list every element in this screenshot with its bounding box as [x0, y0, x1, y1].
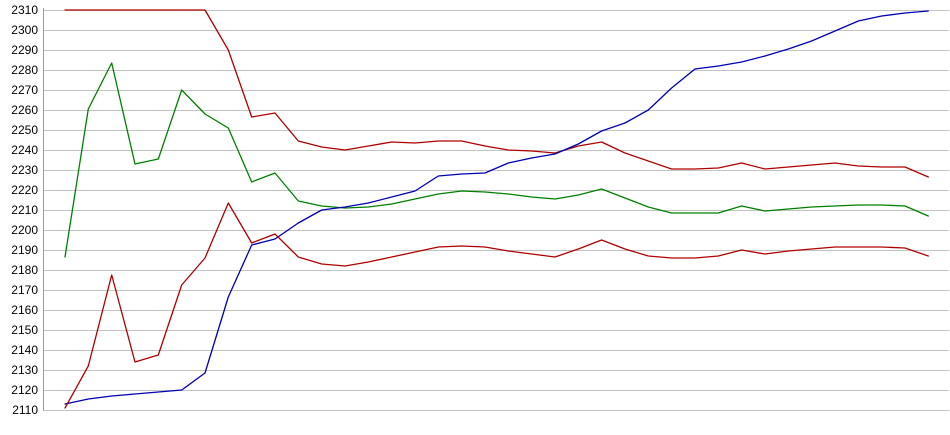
- y-tick-label: 2300: [11, 23, 38, 37]
- y-tick-label: 2110: [12, 403, 38, 417]
- y-tick-label: 2270: [11, 83, 38, 97]
- y-tick-label: 2240: [11, 143, 38, 157]
- gridlines: [43, 10, 949, 411]
- y-tick-label: 2160: [11, 303, 38, 317]
- y-tick-label: 2210: [11, 203, 38, 217]
- y-tick-label: 2230: [11, 163, 38, 177]
- series-lower-red-band: [64, 202, 929, 409]
- y-tick-label: 2290: [11, 43, 38, 57]
- y-tick-label: 2250: [11, 123, 38, 137]
- y-axis-labels: 2310 2300 2290 2280 2270 2260 2250 2240 2230 2220…: [11, 3, 38, 417]
- series-green-line: [64, 62, 929, 258]
- y-tick-label: 2200: [11, 223, 38, 237]
- y-tick-label: 2170: [11, 283, 38, 297]
- y-tick-label: 2260: [11, 103, 38, 117]
- y-tick-label: 2310: [11, 3, 38, 17]
- y-tick-label: 2150: [11, 323, 38, 337]
- y-tick-label: 2220: [11, 183, 38, 197]
- y-tick-label: 2120: [11, 383, 38, 397]
- series-upper-red-band: [64, 9, 929, 178]
- chart-series: [64, 9, 929, 409]
- y-tick-label: 2190: [11, 243, 38, 257]
- y-tick-label: 2280: [11, 63, 38, 77]
- y-tick-label: 2130: [11, 363, 38, 377]
- y-tick-label: 2140: [11, 343, 38, 357]
- y-tick-label: 2180: [11, 263, 38, 277]
- series-blue-line: [64, 10, 929, 405]
